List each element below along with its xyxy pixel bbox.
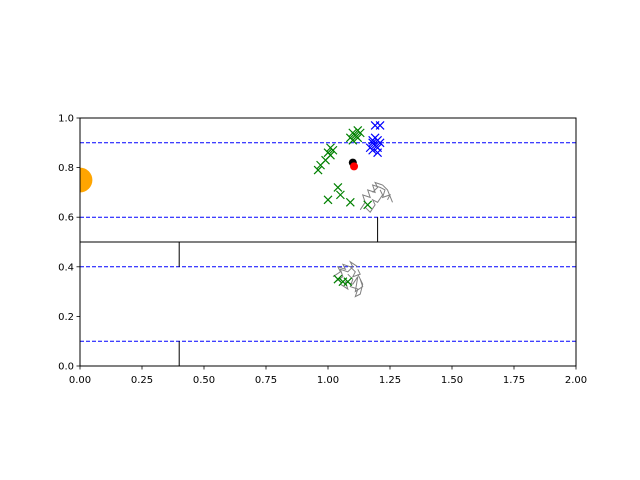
green-x-marker [345, 197, 355, 207]
red-point [350, 162, 359, 171]
y-tick-label: 0.2 [58, 312, 74, 323]
trajectory-line [359, 184, 392, 211]
green-x-marker [355, 128, 365, 138]
green-x-marker [363, 200, 373, 210]
green-x-marker [323, 195, 333, 205]
green-x-marker [353, 133, 363, 143]
blue-x-marker [368, 145, 378, 155]
y-tick-label: 0.8 [58, 163, 74, 174]
orange-circle [80, 167, 93, 193]
green-x-marker [348, 135, 358, 145]
green-x-marker [343, 277, 353, 287]
x-tick-label: 1.75 [503, 375, 525, 386]
trajectory-line [335, 260, 359, 283]
green-x-marker [313, 165, 323, 175]
green-x-marker [328, 145, 338, 155]
plot-area [80, 121, 576, 366]
y-tick-label: 0.0 [58, 362, 74, 373]
green-x-marker [333, 274, 343, 284]
green-x-marker [333, 183, 343, 192]
blue-x-marker [368, 135, 378, 145]
y-tick-label: 0.6 [58, 213, 74, 224]
blue-x-marker [375, 138, 385, 148]
x-tick-label: 1.25 [379, 375, 401, 386]
blue-x-marker [370, 121, 380, 130]
x-tick-label: 1.00 [317, 375, 339, 386]
trajectory-line [364, 189, 384, 213]
x-tick-label: 0.00 [69, 375, 91, 386]
trajectory-line [372, 181, 393, 203]
trajectory-line [347, 273, 364, 298]
x-tick-label: 0.75 [255, 375, 277, 386]
x-tick-label: 1.50 [441, 375, 463, 386]
green-x-marker [335, 190, 345, 200]
axes: 0.00 0.25 0.50 0.75 1.00 1.25 1.50 1.75 2.00 0.0 0… [58, 114, 587, 387]
y-tick-label: 1.0 [58, 114, 74, 125]
x-tick-label: 0.50 [193, 375, 215, 386]
blue-x-marker [373, 148, 383, 158]
trajectory-line [332, 263, 361, 278]
x-tick-label: 0.25 [131, 375, 153, 386]
green-x-marker [326, 150, 335, 160]
x-tick-label: 2.00 [565, 375, 587, 386]
y-tick-label: 0.4 [58, 262, 74, 273]
